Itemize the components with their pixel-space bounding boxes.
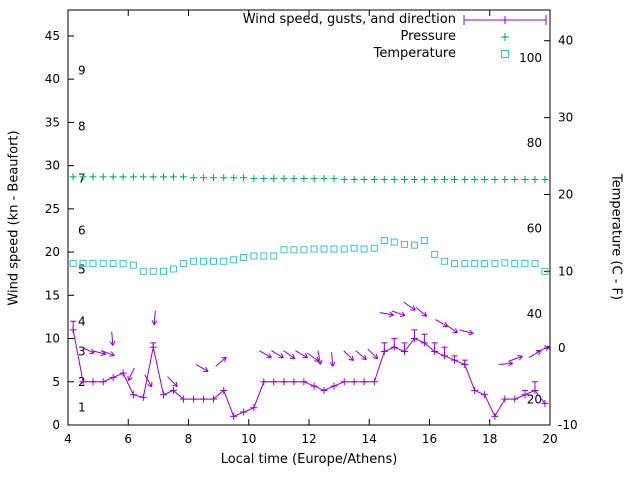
svg-text:60: 60 xyxy=(527,222,542,236)
svg-text:35: 35 xyxy=(45,115,60,129)
pressure-plus-sample-icon xyxy=(462,29,548,45)
svg-text:25: 25 xyxy=(45,202,60,216)
legend-label-temperature: Temperature xyxy=(373,46,456,61)
svg-text:0: 0 xyxy=(558,341,566,355)
svg-text:7: 7 xyxy=(78,172,86,186)
axes xyxy=(67,9,551,426)
svg-text:4: 4 xyxy=(64,432,72,446)
temperature-square-sample-icon xyxy=(462,46,548,62)
svg-text:10: 10 xyxy=(241,432,256,446)
svg-text:20: 20 xyxy=(542,432,557,446)
svg-text:6: 6 xyxy=(78,223,86,237)
svg-text:12: 12 xyxy=(301,432,316,446)
svg-text:6: 6 xyxy=(124,432,132,446)
pressure-series xyxy=(69,173,549,183)
wind-series xyxy=(69,301,550,420)
y-axis-label-right: Temperature (C - F) xyxy=(608,173,624,301)
svg-text:20: 20 xyxy=(558,187,573,201)
svg-text:10: 10 xyxy=(45,332,60,346)
svg-text:20: 20 xyxy=(45,245,60,259)
svg-text:20: 20 xyxy=(527,392,542,406)
svg-text:40: 40 xyxy=(558,34,573,48)
wind-errorbar-sample-icon xyxy=(462,12,548,28)
svg-text:-10: -10 xyxy=(558,418,578,432)
svg-text:0: 0 xyxy=(52,418,60,432)
svg-text:1: 1 xyxy=(78,401,86,415)
legend-item-temperature: Temperature xyxy=(243,45,548,62)
legend-item-wind: Wind speed, gusts, and direction xyxy=(243,11,548,28)
svg-text:40: 40 xyxy=(45,72,60,86)
svg-text:10: 10 xyxy=(558,264,573,278)
legend-label-wind: Wind speed, gusts, and direction xyxy=(242,12,456,27)
svg-text:15: 15 xyxy=(45,288,60,302)
svg-text:5: 5 xyxy=(52,375,60,389)
svg-text:30: 30 xyxy=(45,159,60,173)
svg-text:8: 8 xyxy=(185,432,193,446)
y-axis-label-left: Wind speed (kn - Beaufort) xyxy=(6,130,22,306)
svg-text:8: 8 xyxy=(78,120,86,134)
legend-label-pressure: Pressure xyxy=(400,29,456,44)
tick-labels: 4 6 8 10 12 14 16 18 20051015202530354045-100102… xyxy=(45,29,578,446)
svg-text:16: 16 xyxy=(422,432,437,446)
svg-text:40: 40 xyxy=(527,307,542,321)
temperature-series xyxy=(69,237,549,275)
svg-text:45: 45 xyxy=(45,29,60,43)
svg-text:4: 4 xyxy=(78,314,86,328)
legend-item-pressure: Pressure xyxy=(243,28,548,45)
svg-text:30: 30 xyxy=(558,111,573,125)
svg-text:14: 14 xyxy=(362,432,377,446)
svg-text:5: 5 xyxy=(78,262,86,276)
svg-text:9: 9 xyxy=(78,64,86,78)
svg-text:3: 3 xyxy=(78,345,86,359)
svg-text:80: 80 xyxy=(527,136,542,150)
legend: Wind speed, gusts, and direction Pressur… xyxy=(243,11,548,62)
x-axis-label: Local time (Europe/Athens) xyxy=(220,452,398,467)
svg-text:18: 18 xyxy=(482,432,497,446)
svg-text:100: 100 xyxy=(519,51,542,65)
